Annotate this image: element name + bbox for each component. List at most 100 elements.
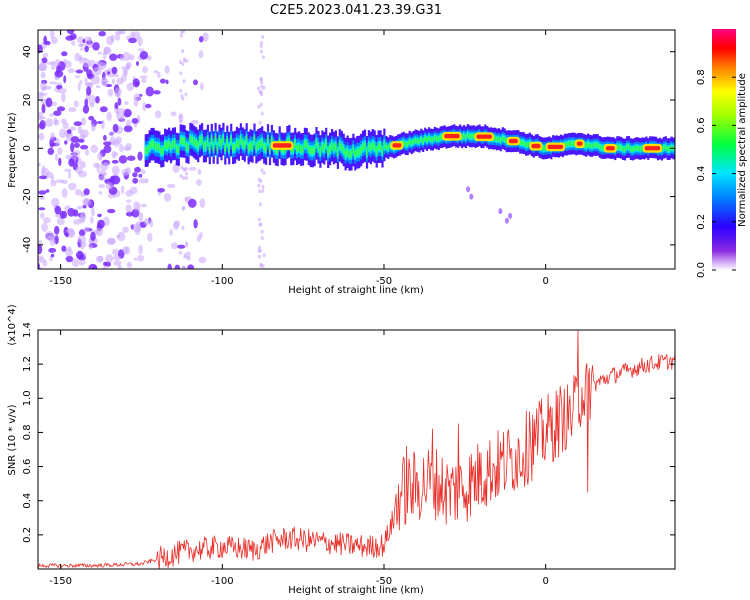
heatmap-noise-blob bbox=[107, 71, 111, 75]
snr-y-multiplier: (x10^4) bbox=[7, 304, 18, 345]
heatmap-noise-blob bbox=[95, 85, 101, 89]
y-tick-label: 0 bbox=[22, 145, 33, 151]
heatmap-ridge-cell bbox=[303, 140, 306, 148]
heatmap-ridge-cell bbox=[265, 144, 268, 152]
heatmap-ridge-cell bbox=[602, 145, 605, 151]
colorbar: 0.0 0.2 0.4 0.6 0.8 Normalized spectral ampl… bbox=[696, 29, 748, 278]
heatmap-ridge-cell bbox=[358, 148, 361, 156]
heatmap-ridge-cell bbox=[204, 142, 207, 150]
heatmap-ridge-cell bbox=[354, 150, 357, 158]
heatmap-ridge-cell bbox=[259, 140, 262, 148]
heatmap-noise-blob bbox=[149, 219, 154, 228]
heatmap-noise-blob bbox=[119, 53, 125, 62]
heatmap-streak-blob bbox=[184, 196, 188, 201]
heatmap-streak-blob bbox=[183, 253, 187, 258]
heatmap-noise-blob bbox=[139, 75, 148, 79]
heatmap-ridge-cell bbox=[340, 143, 343, 151]
heatmap-x-label: Height of straight line (km) bbox=[288, 285, 424, 296]
heatmap-noise-blob bbox=[108, 131, 115, 136]
heatmap-noise-blob bbox=[61, 51, 68, 57]
heatmap-noise-blob bbox=[111, 150, 117, 159]
heatmap-ridge-cell bbox=[414, 137, 417, 143]
heatmap-noise-blob bbox=[106, 111, 112, 122]
heatmap-ridge-cell bbox=[499, 137, 502, 143]
heatmap-ridge-cell bbox=[348, 150, 351, 158]
heatmap-ridge-cell bbox=[301, 145, 305, 153]
heatmap-hot-core bbox=[444, 134, 460, 139]
heatmap-streak-blob bbox=[257, 104, 261, 109]
heatmap-noise-blob bbox=[167, 183, 176, 189]
heatmap-noise-blob bbox=[138, 244, 143, 255]
heatmap-streak-blob bbox=[261, 184, 265, 189]
heatmap-streak-blob bbox=[259, 49, 263, 54]
heatmap-streak-blob bbox=[178, 114, 182, 119]
heatmap-noise-blob bbox=[80, 211, 87, 222]
heatmap-ridge-cell bbox=[189, 135, 192, 143]
heatmap-ridge-cell bbox=[243, 141, 246, 149]
heatmap-noise-blob bbox=[103, 265, 107, 269]
heatmap-ridge-cell bbox=[336, 149, 339, 157]
heatmap-noise-blob bbox=[88, 244, 93, 250]
heatmap-noise-blob bbox=[84, 98, 89, 107]
heatmap-isolated-spot bbox=[469, 193, 474, 200]
x-tick-label: -100 bbox=[211, 276, 234, 287]
heatmap-noise-blob bbox=[126, 155, 136, 161]
heatmap-noise-blob bbox=[80, 144, 89, 150]
x-tick-label: 0 bbox=[542, 576, 548, 587]
heatmap-noise-blob bbox=[153, 90, 161, 95]
heatmap-noise-blob bbox=[188, 198, 197, 208]
heatmap-ridge-cell bbox=[228, 144, 231, 152]
heatmap-noise-blob bbox=[132, 172, 138, 178]
snr-panel: -150 -100 -50 0 0.2 0.4 0.6 0.8 1.0 1.2 1.4 Heigh… bbox=[7, 304, 676, 596]
heatmap-ridge-cell bbox=[199, 137, 202, 145]
y-tick-label: -40 bbox=[22, 237, 33, 253]
heatmap-noise-blob bbox=[113, 260, 122, 266]
heatmap-noise-blob bbox=[73, 100, 79, 108]
heatmap-noise-blob bbox=[122, 246, 129, 254]
snr-y-axis: 0.2 0.4 0.6 0.8 1.0 1.2 1.4 bbox=[22, 322, 675, 543]
heatmap-streak-blob bbox=[185, 241, 189, 246]
heatmap-streak-blob bbox=[261, 188, 265, 193]
heatmap-ridge-cell bbox=[222, 135, 225, 143]
heatmap-streak-blob bbox=[262, 253, 266, 258]
heatmap-ridge-cell bbox=[214, 135, 217, 143]
heatmap-streak-blob bbox=[179, 71, 183, 76]
heatmap-ridge-cell bbox=[181, 137, 184, 145]
heatmap-ridge-cell bbox=[383, 141, 386, 149]
heatmap-noise-blob bbox=[80, 129, 89, 138]
heatmap-noise-blob bbox=[75, 69, 84, 74]
heatmap-noise-blob bbox=[67, 207, 76, 217]
heatmap-ridge-cell bbox=[206, 137, 209, 145]
heatmap-noise-blob bbox=[76, 205, 83, 210]
heatmap-noise-blob bbox=[96, 163, 100, 173]
heatmap-noise-blob bbox=[46, 61, 55, 65]
heatmap-noise-blob bbox=[105, 261, 111, 267]
heatmap-ridge-cell bbox=[670, 145, 673, 150]
heatmap-ridge-cell bbox=[387, 145, 390, 151]
heatmap-ridge-cell bbox=[168, 140, 171, 148]
heatmap-noise-blob bbox=[42, 217, 51, 224]
heatmap-ridge-cell bbox=[620, 145, 623, 151]
heatmap-streak-blob bbox=[179, 33, 183, 38]
heatmap-noise-blob bbox=[164, 65, 170, 74]
heatmap-noise-blob bbox=[97, 51, 103, 55]
heatmap-noise-blob bbox=[102, 51, 107, 60]
heatmap-ridge-cell bbox=[299, 145, 303, 154]
heatmap-ridge-cell bbox=[635, 145, 638, 151]
heatmap-noise-blob bbox=[64, 140, 68, 145]
snr-x-label: Height of straight line (km) bbox=[288, 585, 424, 596]
heatmap-ridge-cell bbox=[245, 135, 248, 144]
heatmap-noise-blob bbox=[103, 145, 112, 154]
heatmap-ridge-cell bbox=[369, 144, 372, 152]
heatmap-ridge-cell bbox=[325, 140, 328, 148]
heatmap-noise-blob bbox=[58, 88, 67, 94]
heatmap-ridge-cell bbox=[416, 138, 419, 144]
heatmap-noise-blob bbox=[103, 141, 112, 146]
heatmap-noise-blob bbox=[167, 263, 172, 269]
heatmap-ridge-cell bbox=[298, 144, 301, 152]
heatmap-ridge-cell bbox=[639, 146, 642, 152]
heatmap-noise-blob bbox=[199, 198, 206, 209]
heatmap-ridge-cell bbox=[146, 146, 149, 154]
heatmap-noise-blob bbox=[73, 121, 83, 127]
heatmap-noise-blob bbox=[73, 142, 80, 148]
